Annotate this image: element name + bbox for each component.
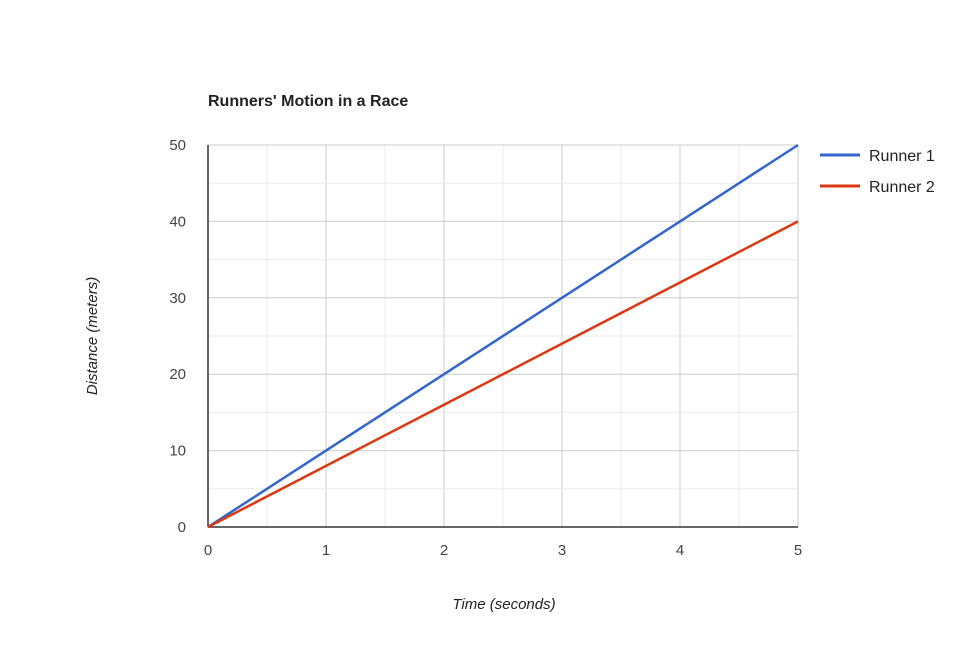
y-tick-label: 30 — [169, 290, 186, 307]
legend-label-1: Runner 1 — [869, 148, 935, 165]
y-tick-label: 50 — [169, 137, 186, 154]
y-tick-label: 20 — [169, 366, 186, 383]
y-tick-label: 10 — [169, 443, 186, 460]
x-tick-label: 1 — [322, 542, 330, 559]
series-line-1 — [207, 143, 799, 529]
y-tick-label: 0 — [178, 519, 186, 536]
series-lines — [207, 143, 799, 529]
x-tick-label: 5 — [794, 542, 802, 559]
chart-title: Runners' Motion in a Race — [208, 93, 408, 110]
x-tick-label: 0 — [204, 542, 212, 559]
axes — [207, 145, 798, 528]
series-line-2 — [207, 220, 799, 529]
y-axis-label: Distance (meters) — [84, 277, 101, 395]
x-axis-label: Time (seconds) — [452, 596, 555, 613]
legend-label-2: Runner 2 — [869, 179, 935, 196]
legend: Runner 1 Runner 2 — [820, 148, 935, 196]
y-tick-label: 40 — [169, 213, 186, 230]
x-tick-label: 4 — [676, 542, 684, 559]
x-tick-label: 2 — [440, 542, 448, 559]
x-tick-label: 3 — [558, 542, 566, 559]
